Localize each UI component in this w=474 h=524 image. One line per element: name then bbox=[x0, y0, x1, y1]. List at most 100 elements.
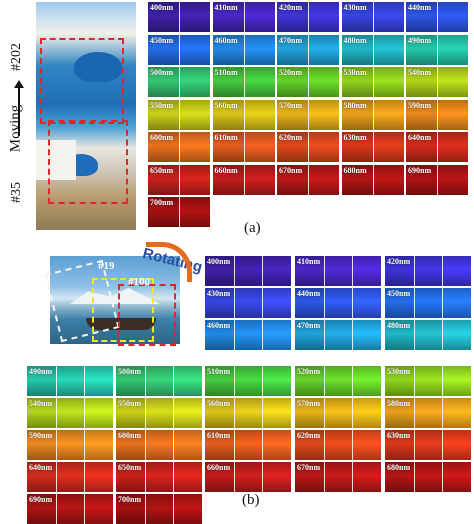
wavelength-label: 600nm bbox=[150, 133, 174, 142]
spectral-frame bbox=[385, 366, 414, 396]
spectral-frame bbox=[277, 164, 308, 195]
wavelength-label: 400nm bbox=[150, 3, 174, 12]
spectral-tile-620nm: 620nm bbox=[295, 430, 381, 460]
spectral-tile-600nm: 600nm bbox=[116, 430, 202, 460]
wavelength-label: 520nm bbox=[279, 68, 303, 77]
rotating-arrow-icon bbox=[146, 242, 192, 282]
spectral-frame bbox=[323, 256, 354, 286]
spectral-frame bbox=[385, 320, 414, 350]
spectral-frame bbox=[173, 494, 202, 524]
panel-b: #19 #100 Rotating 400nm 410nm 420nm 430nm 44… bbox=[0, 240, 474, 524]
spectral-frame bbox=[84, 494, 113, 524]
spectral-tile-490nm: 490nm bbox=[27, 366, 113, 396]
spectral-tile-480nm: 480nm bbox=[385, 320, 471, 350]
spectral-tile-610nm: 610nm bbox=[212, 132, 275, 162]
spectral-tile-440nm: 440nm bbox=[295, 288, 381, 318]
spectral-frame bbox=[243, 132, 275, 162]
spectral-tile-580nm: 580nm bbox=[385, 398, 471, 428]
spectral-frame bbox=[385, 288, 414, 318]
wavelength-label: 530nm bbox=[343, 68, 367, 77]
spectral-tile-630nm: 630nm bbox=[341, 132, 404, 162]
wavelength-label: 620nm bbox=[297, 431, 321, 440]
spectral-frame bbox=[179, 34, 210, 65]
wavelength-label: 480nm bbox=[387, 321, 411, 330]
spectral-frame bbox=[179, 67, 210, 97]
wavelength-label: 650nm bbox=[118, 463, 142, 472]
spectral-tile-550nm: 550nm bbox=[148, 99, 210, 130]
spectral-frame bbox=[205, 462, 234, 492]
spectral-frame bbox=[442, 320, 471, 350]
spectral-frame bbox=[295, 366, 324, 396]
panel-a-caption: (a) bbox=[244, 220, 261, 236]
frame-100-box bbox=[92, 278, 154, 342]
wavelength-label: 550nm bbox=[118, 399, 142, 408]
spectral-frame bbox=[295, 320, 324, 350]
spectral-frame bbox=[27, 398, 56, 428]
spectral-frame bbox=[233, 288, 264, 318]
spectral-tile-470nm: 470nm bbox=[295, 320, 381, 350]
spectral-tile-540nm: 540nm bbox=[27, 398, 113, 428]
wavelength-label: 510nm bbox=[214, 68, 238, 77]
spectral-frame bbox=[323, 462, 354, 492]
spectral-tile-680nm: 680nm bbox=[385, 462, 471, 492]
spectral-tile-530nm: 530nm bbox=[385, 366, 471, 396]
spectral-frame bbox=[262, 430, 291, 460]
spectral-frame bbox=[323, 430, 354, 460]
wavelength-label: 570nm bbox=[279, 100, 303, 110]
spectral-frame bbox=[84, 398, 113, 428]
spectral-frame bbox=[323, 288, 354, 318]
frame-top-label: #202 bbox=[9, 43, 24, 71]
frame-202-box bbox=[40, 38, 124, 124]
spectral-frame bbox=[212, 34, 244, 65]
wavelength-label: 490nm bbox=[408, 35, 432, 45]
spectral-frame bbox=[406, 99, 437, 130]
spectral-frame bbox=[437, 164, 468, 195]
spectral-frame bbox=[144, 398, 175, 428]
spectral-frame bbox=[144, 494, 175, 524]
spectral-frame bbox=[323, 366, 354, 396]
spectral-frame bbox=[148, 132, 179, 162]
wavelength-label: 580nm bbox=[343, 100, 367, 110]
wavelength-label: 640nm bbox=[29, 463, 53, 472]
spectral-frame bbox=[243, 2, 275, 32]
spectral-frame bbox=[406, 67, 437, 97]
spectral-tile-530nm: 530nm bbox=[341, 67, 404, 97]
spectral-tile-670nm: 670nm bbox=[295, 462, 381, 492]
spectral-frame bbox=[413, 398, 444, 428]
spectral-frame bbox=[277, 99, 308, 130]
spectral-frame bbox=[179, 197, 210, 227]
spectral-frame bbox=[308, 34, 339, 65]
spectral-frame bbox=[148, 197, 179, 227]
frame-red-box bbox=[118, 284, 176, 346]
spectral-frame bbox=[413, 430, 444, 460]
spectral-tile-450nm: 450nm bbox=[148, 34, 210, 65]
spectral-frame bbox=[442, 288, 471, 318]
spectral-frame bbox=[295, 288, 324, 318]
spectral-frame bbox=[341, 132, 373, 162]
wavelength-label: 660nm bbox=[207, 463, 231, 472]
wavelength-label: 680nm bbox=[387, 463, 411, 472]
spectral-tile-470nm: 470nm bbox=[277, 34, 339, 65]
spectral-frame bbox=[262, 462, 291, 492]
spectral-tile-640nm: 640nm bbox=[406, 132, 468, 162]
spectral-frame bbox=[406, 2, 437, 32]
panel-b-source-photo bbox=[50, 256, 180, 344]
spectral-frame bbox=[277, 132, 308, 162]
spectral-frame bbox=[27, 430, 56, 460]
spectral-frame bbox=[27, 462, 56, 492]
spectral-frame bbox=[372, 2, 404, 32]
spectral-tile-700nm: 700nm bbox=[148, 197, 210, 227]
spectral-frame bbox=[212, 164, 244, 195]
wavelength-label: 430nm bbox=[343, 3, 367, 12]
spectral-frame bbox=[55, 398, 86, 428]
spectral-frame bbox=[372, 132, 404, 162]
spectral-frame bbox=[352, 288, 381, 318]
spectral-frame bbox=[148, 34, 179, 65]
wavelength-label: 480nm bbox=[343, 35, 367, 45]
spectral-frame bbox=[295, 256, 324, 286]
wavelength-label: 500nm bbox=[118, 367, 142, 376]
spectral-frame bbox=[372, 164, 404, 195]
spectral-frame bbox=[84, 430, 113, 460]
spectral-frame bbox=[173, 430, 202, 460]
spectral-frame bbox=[205, 366, 234, 396]
